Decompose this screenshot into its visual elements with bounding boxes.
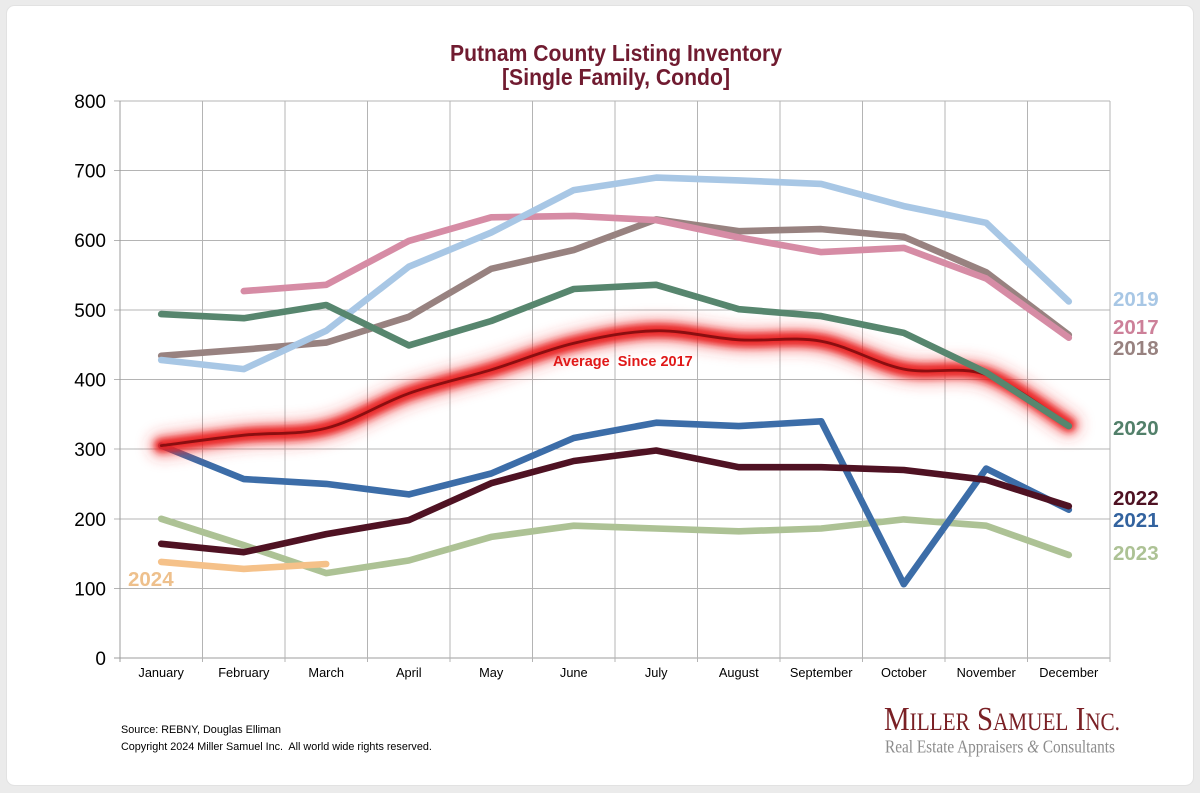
svg-text:100: 100 — [74, 579, 106, 600]
svg-text:2020: 2020 — [1113, 417, 1159, 440]
svg-text:2017: 2017 — [1113, 316, 1159, 339]
svg-text:2021: 2021 — [1113, 509, 1159, 532]
svg-text:300: 300 — [74, 440, 106, 461]
svg-text:July: July — [645, 665, 668, 680]
svg-text:[Single Family, Condo]: [Single Family, Condo] — [502, 64, 730, 90]
svg-text:MILLER SAMUEL INC.: MILLER SAMUEL INC. — [884, 701, 1120, 738]
svg-text:January: January — [138, 665, 184, 680]
svg-text:February: February — [218, 665, 270, 680]
svg-text:2023: 2023 — [1113, 542, 1159, 565]
svg-text:June: June — [560, 665, 588, 680]
svg-text:2018: 2018 — [1113, 337, 1159, 360]
svg-text:500: 500 — [74, 301, 106, 322]
svg-text:Copyright 2024 Miller Samuel I: Copyright 2024 Miller Samuel Inc. All wo… — [121, 741, 432, 753]
svg-text:April: April — [396, 665, 422, 680]
svg-text:Real Estate Appraisers & Consu: Real Estate Appraisers & Consultants — [885, 737, 1115, 757]
svg-text:October: October — [881, 665, 927, 680]
svg-text:Average Since 2017: Average Since 2017 — [553, 354, 693, 370]
svg-text:700: 700 — [74, 162, 106, 183]
svg-text:2022: 2022 — [1113, 487, 1159, 510]
svg-text:400: 400 — [74, 371, 106, 392]
svg-text:December: December — [1039, 665, 1099, 680]
svg-text:September: September — [790, 665, 853, 680]
svg-text:200: 200 — [74, 510, 106, 531]
svg-text:Putnam County Listing Inventor: Putnam County Listing Inventory — [450, 40, 782, 66]
svg-text:May: May — [479, 665, 504, 680]
svg-text:800: 800 — [74, 92, 106, 113]
svg-text:November: November — [957, 665, 1017, 680]
svg-text:2019: 2019 — [1113, 288, 1159, 311]
svg-text:March: March — [308, 665, 344, 680]
svg-text:600: 600 — [74, 231, 106, 252]
svg-text:2024: 2024 — [128, 568, 174, 591]
svg-text:August: August — [719, 665, 759, 680]
svg-text:0: 0 — [95, 649, 106, 670]
svg-text:Source: REBNY, Douglas Elliman: Source: REBNY, Douglas Elliman — [121, 724, 281, 736]
